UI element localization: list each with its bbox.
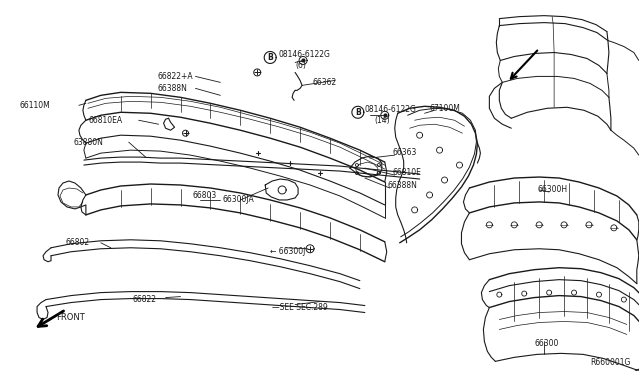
- Text: 66300H: 66300H: [537, 186, 567, 195]
- Text: 08146-6122G: 08146-6122G: [278, 50, 330, 59]
- Text: 66803: 66803: [193, 192, 217, 201]
- Text: 66388N: 66388N: [157, 84, 188, 93]
- Text: ← 66300J: ← 66300J: [270, 247, 305, 256]
- Text: 66822: 66822: [132, 295, 157, 304]
- Text: 66810EA: 66810EA: [89, 116, 123, 125]
- Text: 66388N: 66388N: [388, 182, 418, 190]
- Text: 66110M: 66110M: [19, 101, 50, 110]
- Text: 66822+A: 66822+A: [157, 72, 193, 81]
- Text: (14): (14): [375, 116, 390, 125]
- Text: FRONT: FRONT: [56, 313, 84, 322]
- Text: 66300: 66300: [534, 339, 559, 348]
- Text: B: B: [355, 108, 361, 117]
- Text: R660001G: R660001G: [591, 358, 631, 367]
- Text: 63880N: 63880N: [74, 138, 104, 147]
- Text: 66362: 66362: [312, 78, 336, 87]
- Text: 66363: 66363: [393, 148, 417, 157]
- Text: 67100M: 67100M: [429, 104, 460, 113]
- Text: 66802: 66802: [66, 238, 90, 247]
- Text: B: B: [268, 53, 273, 62]
- Text: 66300JA: 66300JA: [222, 195, 254, 205]
- Text: 66810E: 66810E: [393, 167, 422, 177]
- Text: 08146-6122G: 08146-6122G: [365, 105, 417, 114]
- Text: —SEE SEC.289: —SEE SEC.289: [272, 303, 328, 312]
- Text: (6): (6): [295, 61, 306, 70]
